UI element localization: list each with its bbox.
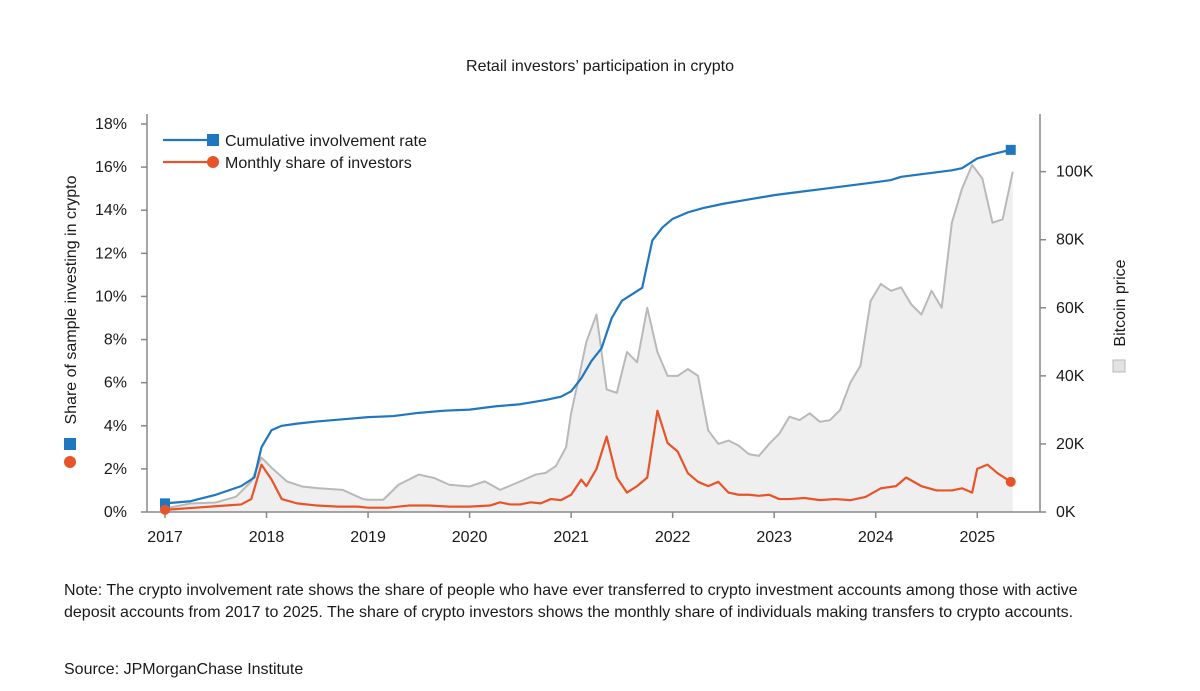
- chart-note: Note: The crypto involvement rate shows …: [64, 582, 1078, 621]
- y-tick-label: 6%: [104, 375, 127, 392]
- y-axis-title: Share of sample investing in crypto: [63, 175, 80, 424]
- monthly-start-marker: [160, 504, 170, 515]
- cumulative-rate-line: [163, 148, 1012, 505]
- series-lines-layer: [160, 144, 1016, 515]
- y2-tick-label: 0K: [1056, 504, 1076, 521]
- legend-monthly-swatch-marker: [207, 156, 219, 168]
- y2-axis-title-square-icon: [1112, 359, 1126, 373]
- y-tick-label: 0%: [104, 504, 127, 521]
- x-tick-label: 2017: [147, 529, 183, 546]
- x-tick-label: 2021: [553, 529, 589, 546]
- y-axis-title-circle-icon: [64, 456, 76, 468]
- y-tick-label: 14%: [95, 202, 127, 219]
- x-tick-label: 2020: [452, 529, 488, 546]
- axis-titles: Share of sample investing in crypto Bitco…: [63, 175, 1129, 468]
- legend-cumulative-label: Cumulative involvement rate: [225, 133, 427, 150]
- bitcoin-area-layer: [164, 163, 1014, 512]
- y-tick-label: 10%: [95, 288, 127, 305]
- x-tick-label: 2019: [350, 529, 386, 546]
- y-axis-title-square-icon: [64, 438, 76, 450]
- bitcoin-price-area: [165, 164, 1013, 512]
- chart-title: Retail investors’ participation in crypt…: [466, 58, 734, 75]
- y2-tick-label: 80K: [1056, 232, 1085, 249]
- x-tick-label: 2024: [858, 529, 894, 546]
- x-tick-label: 2022: [655, 529, 691, 546]
- chart-source: Source: JPMorganChase Institute: [64, 661, 304, 678]
- legend: Cumulative involvement rate Monthly share…: [163, 133, 427, 172]
- y-tick-label: 12%: [95, 245, 127, 262]
- legend-cumulative-swatch-marker: [207, 134, 219, 146]
- legend-monthly-label: Monthly share of investors: [225, 155, 412, 172]
- y-tick-label: 16%: [95, 159, 127, 176]
- cumulative-start-marker: [160, 498, 170, 509]
- y2-tick-label: 100K: [1056, 164, 1094, 181]
- monthly-end-marker: [1005, 476, 1016, 487]
- y-tick-label: 18%: [95, 116, 127, 133]
- tick-labels-layer: 0% 2% 4% 6% 8% 10% 12% 14% 16% 18% 0K 20K 40K 60K 80K 1…: [95, 116, 1094, 546]
- bitcoin-price-line: [164, 163, 1014, 510]
- cumulative-end-marker: [1005, 144, 1016, 155]
- monthly-share-line: [163, 409, 1012, 511]
- axes-layer: [141, 114, 1046, 518]
- y2-tick-label: 60K: [1056, 300, 1085, 317]
- x-tick-label: 2023: [756, 529, 792, 546]
- x-tick-label: 2025: [959, 529, 995, 546]
- x-tick-label: 2018: [249, 529, 285, 546]
- y2-axis-title: Bitcoin price: [1112, 259, 1129, 346]
- y2-tick-label: 20K: [1056, 436, 1085, 453]
- y-tick-label: 2%: [104, 461, 127, 478]
- chart-area: 0% 2% 4% 6% 8% 10% 12% 14% 16% 18% 0K 20K 40K 60K 80K 1…: [63, 114, 1129, 546]
- y2-tick-label: 40K: [1056, 368, 1085, 385]
- y-tick-label: 4%: [104, 418, 127, 435]
- y-tick-label: 8%: [104, 332, 127, 349]
